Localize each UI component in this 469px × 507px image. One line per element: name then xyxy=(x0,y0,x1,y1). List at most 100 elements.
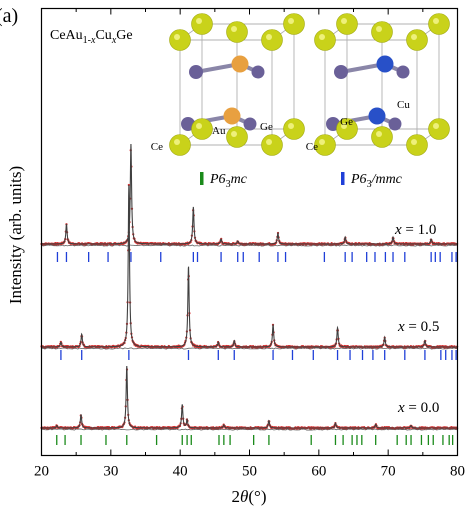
ce-atom xyxy=(226,126,248,148)
difference-line xyxy=(41,428,458,431)
ce-atom xyxy=(314,29,336,51)
ce-atom xyxy=(226,21,248,43)
series-label-value: = 0.0 xyxy=(405,400,440,416)
series-label-value: = 0.5 xyxy=(405,319,440,335)
ce-atom-highlight xyxy=(196,18,202,24)
ce-atom-highlight xyxy=(411,139,417,145)
unit-cell xyxy=(314,13,450,156)
ce-atom-highlight xyxy=(341,18,347,24)
diffraction-traces: x = 1.0x = 0.5x = 0.0 xyxy=(40,143,459,445)
ce-atom-highlight xyxy=(433,18,439,24)
atom-label: Au xyxy=(212,125,226,137)
ce-atom-highlight xyxy=(266,139,272,145)
calculated-line xyxy=(41,365,458,429)
series-label-var: x xyxy=(394,222,402,238)
ce-atom-highlight xyxy=(174,139,180,145)
ge-atom xyxy=(251,65,265,79)
ce-atom xyxy=(406,134,428,156)
x-axis-label-prefix: 2 xyxy=(232,487,241,506)
series-label: x = 1.0 xyxy=(394,222,436,238)
atom-label: Ce xyxy=(306,141,318,153)
series-label-value: = 1.0 xyxy=(402,222,437,238)
series-2: x = 0.0 xyxy=(40,365,459,445)
x-axis-label-unit: (°) xyxy=(248,487,266,506)
ce-atom xyxy=(169,29,191,51)
space-group-label: P63/mmc xyxy=(350,172,403,190)
ge-atom xyxy=(388,117,402,131)
series-label: x = 0.5 xyxy=(397,319,439,335)
ce-atom-highlight xyxy=(319,139,325,145)
compound-part-3: x xyxy=(90,35,96,46)
x-tick-label: 70 xyxy=(381,464,396,480)
cu-atom xyxy=(368,107,386,125)
ce-atom-highlight xyxy=(196,123,202,129)
ce-atom xyxy=(261,134,283,156)
series-label: x = 0.0 xyxy=(397,400,439,416)
au-atom xyxy=(223,107,241,125)
ce-atom xyxy=(191,13,213,35)
x-axis: 20 30 40 50 60 70 80 xyxy=(34,8,465,480)
compound-name: CeAu1-xCuxGe xyxy=(50,28,133,46)
x-tick-label: 50 xyxy=(242,464,257,480)
x-tick-label: 60 xyxy=(311,464,326,480)
ce-atom-highlight xyxy=(266,34,272,40)
ce-atom-highlight xyxy=(319,34,325,40)
ce-atom-highlight xyxy=(231,26,237,32)
atom-label: Ge xyxy=(340,116,353,128)
atom-label: Ge xyxy=(260,121,273,133)
x-tick-label: 40 xyxy=(173,464,188,480)
space-group-label: P63mc xyxy=(209,172,248,190)
series-label-var: x xyxy=(397,400,405,416)
series-1: x = 0.5 xyxy=(40,183,459,360)
atom-label: Ce xyxy=(151,141,163,153)
y-axis-label: Intensity (arb. units) xyxy=(6,166,25,304)
x-axis-label: 2θ(°) xyxy=(232,487,267,506)
x-tick-label: 30 xyxy=(103,464,118,480)
calculated-line xyxy=(41,143,458,245)
ce-atom xyxy=(336,13,358,35)
ce-atom xyxy=(406,29,428,51)
ge-atom xyxy=(243,117,257,131)
crystal-structures: Ce Au Ge Ce Ge Cu P63mc P63/mmc xyxy=(151,13,450,190)
ce-atom-highlight xyxy=(433,123,439,129)
ce-atom xyxy=(314,134,336,156)
ce-atom xyxy=(428,13,450,35)
compound-part-6: Ge xyxy=(116,28,132,43)
ce-atom-highlight xyxy=(376,131,382,137)
compound-part-1: CeAu xyxy=(50,28,83,43)
ce-atom-highlight xyxy=(288,123,294,129)
ge-atom xyxy=(334,65,348,79)
difference-line xyxy=(41,347,458,350)
difference-line xyxy=(41,244,458,247)
ce-atom xyxy=(169,134,191,156)
ce-atom xyxy=(428,118,450,140)
x-tick-label: 20 xyxy=(34,464,49,480)
ce-atom-highlight xyxy=(411,34,417,40)
ce-atom xyxy=(371,126,393,148)
x-tick-label: 80 xyxy=(450,464,465,480)
series-label-var: x xyxy=(397,319,405,335)
atom-label: Cu xyxy=(397,99,410,111)
au-atom xyxy=(231,55,249,73)
space-group-marker xyxy=(341,172,345,185)
ge-atom xyxy=(189,65,203,79)
ce-atom xyxy=(371,21,393,43)
ce-atom-highlight xyxy=(376,26,382,32)
series-0: x = 1.0 xyxy=(40,143,459,262)
calculated-line xyxy=(41,184,458,348)
ce-atom-highlight xyxy=(288,18,294,24)
x-axis-label-theta: θ xyxy=(240,487,248,506)
ce-atom xyxy=(283,118,305,140)
compound-part-5: x xyxy=(111,35,117,46)
cu-atom xyxy=(376,55,394,73)
ce-atom-highlight xyxy=(341,123,347,129)
ce-atom xyxy=(191,118,213,140)
ge-atom xyxy=(396,65,410,79)
ce-atom-highlight xyxy=(231,131,237,137)
compound-part-2: 1- xyxy=(83,35,91,46)
panel-label: (a) xyxy=(0,5,18,27)
space-group-marker xyxy=(200,172,204,185)
unit-cell xyxy=(169,13,305,156)
ce-atom xyxy=(261,29,283,51)
